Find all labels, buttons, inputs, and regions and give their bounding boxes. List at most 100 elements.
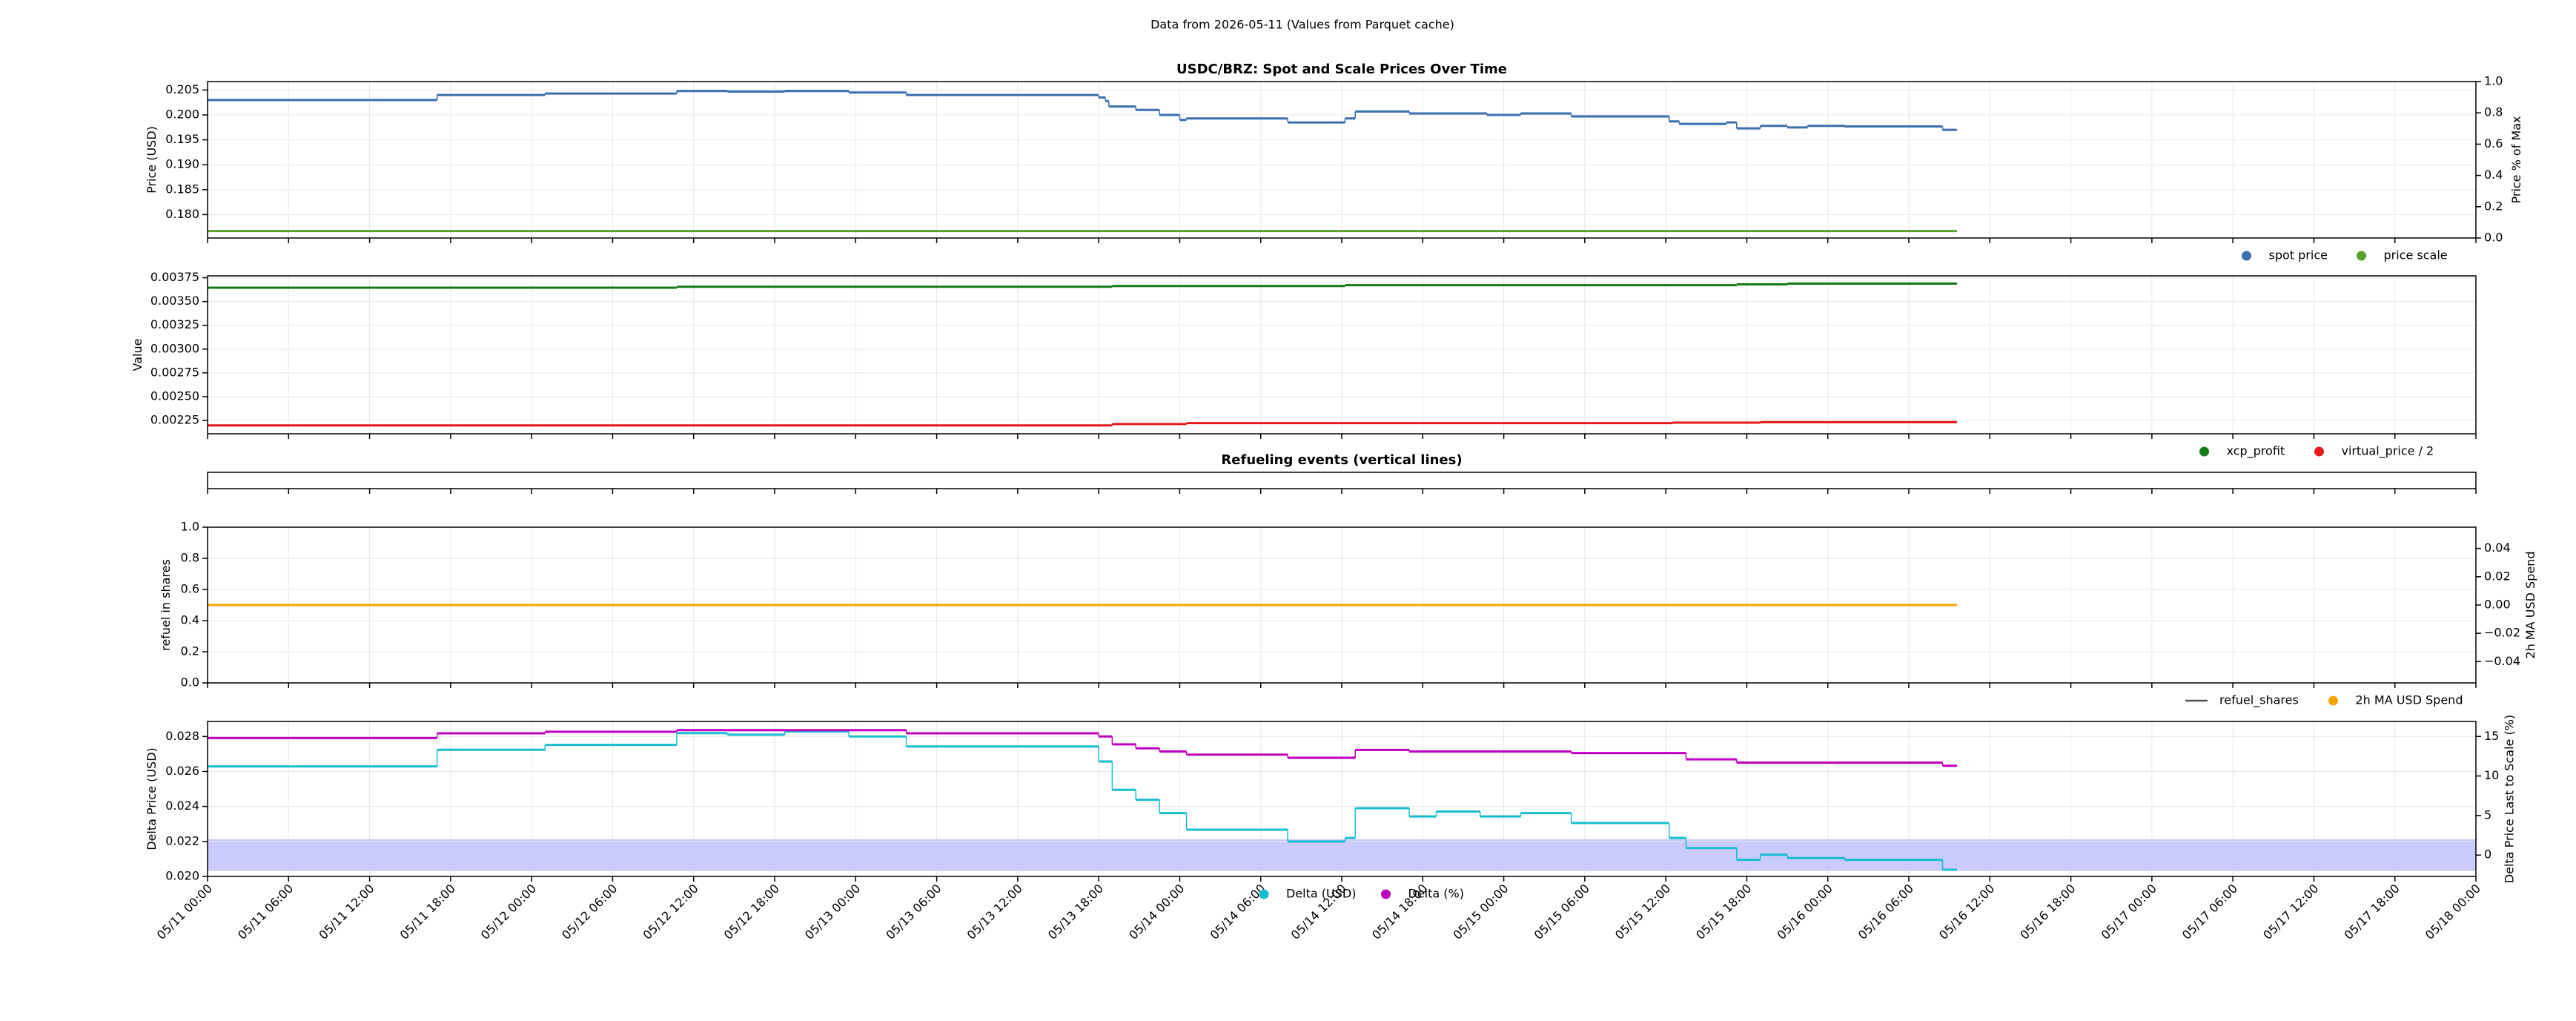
x-tick-label: 05/17 06:00: [2179, 882, 2240, 942]
x-tick-label: 05/16 06:00: [1855, 882, 1916, 942]
x-tick-label: 05/15 18:00: [1693, 882, 1754, 942]
x-tick-label: 05/15 12:00: [1612, 882, 1673, 942]
legend-label: Delta (USD): [1286, 887, 1356, 901]
legend-label: spot price: [2269, 248, 2328, 262]
end-point: [1955, 420, 1958, 423]
legend-label: Delta (%): [1408, 887, 1464, 901]
legend-marker: [2328, 695, 2338, 706]
x-tick-label: 05/12 00:00: [478, 882, 539, 942]
y2-tick-label: 0.02: [2484, 569, 2511, 583]
y-axis-label: refuel in shares: [159, 559, 173, 651]
y-tick-label: 0.2: [181, 644, 199, 658]
y-tick-label: 0.00325: [150, 317, 199, 331]
y-axis-label: Delta Price (USD): [145, 747, 159, 850]
x-tick-label: 05/16 12:00: [1936, 882, 1997, 942]
x-tick-label: 05/16 18:00: [2017, 882, 2078, 942]
y-tick-label: 0.185: [165, 182, 199, 196]
y2-tick-label: 15: [2484, 729, 2499, 743]
x-tick-label: 05/13 12:00: [964, 882, 1025, 942]
axes-frame: [207, 526, 2477, 684]
y2-tick-label: −0.04: [2484, 654, 2520, 668]
y-tick-label: 0.026: [165, 764, 199, 778]
y2-tick-label: 0.04: [2484, 541, 2511, 555]
y2-tick-label: 0.8: [2484, 105, 2503, 119]
x-tick-label: 05/17 00:00: [2099, 882, 2159, 942]
y-tick-label: 0.022: [165, 833, 199, 847]
legend-label: refuel_shares: [2219, 693, 2299, 708]
x-tick-label: 05/17 12:00: [2260, 882, 2321, 942]
y2-axis-label: 2h MA USD Spend: [2523, 552, 2537, 659]
legend-marker: [2314, 446, 2324, 457]
y-tick-label: 0.4: [181, 613, 199, 627]
y-tick-label: 1.0: [181, 520, 199, 534]
y-tick-label: 0.8: [181, 551, 199, 565]
y-tick-label: 0.205: [165, 82, 199, 96]
y-tick-label: 0.020: [165, 869, 199, 883]
y-tick-label: 0.180: [165, 207, 199, 221]
axes-title: USDC/BRZ: Spot and Scale Prices Over Tim…: [1176, 62, 1507, 77]
y2-tick-label: 0.2: [2484, 199, 2503, 213]
x-tick-label: 05/17 18:00: [2341, 882, 2402, 942]
end-point: [1955, 128, 1958, 131]
axes-frame: [207, 472, 2477, 489]
y-tick-label: 0.024: [165, 799, 199, 813]
x-tick-label: 05/12 18:00: [721, 882, 782, 942]
x-tick-label: 05/16 00:00: [1774, 882, 1835, 942]
y2-tick-label: 5: [2484, 807, 2491, 822]
axes-frame: [207, 81, 2477, 239]
x-tick-label: 05/11 00:00: [154, 882, 215, 942]
y2-tick-label: 0.00: [2484, 598, 2511, 612]
legend-marker: [1381, 889, 1391, 899]
x-tick-label: 05/11 12:00: [316, 882, 377, 942]
x-tick-label: 05/18 00:00: [2423, 882, 2483, 942]
y-tick-label: 0.00275: [150, 365, 199, 379]
end-point: [1955, 604, 1958, 607]
axes-title: Refueling events (vertical lines): [1221, 452, 1462, 468]
band: [208, 839, 2476, 871]
x-tick-label: 05/15 06:00: [1532, 882, 1592, 942]
x-tick-label: 05/12 06:00: [559, 882, 620, 942]
end-point: [1955, 282, 1958, 285]
y2-tick-label: 0.4: [2484, 168, 2503, 182]
legend-label: virtual_price / 2: [2342, 444, 2434, 459]
y-tick-label: 0.028: [165, 729, 199, 743]
end-point: [1955, 764, 1958, 767]
y-tick-label: 0.200: [165, 108, 199, 122]
x-tick-label: 05/14 06:00: [1207, 882, 1268, 942]
legend-marker: [1259, 889, 1269, 899]
x-tick-label: 05/13 00:00: [802, 882, 863, 942]
y2-tick-label: 0: [2484, 847, 2491, 862]
y-axis-label: Value: [130, 339, 145, 371]
x-tick-label: 05/13 18:00: [1045, 882, 1106, 942]
axes-frame: [207, 275, 2477, 434]
y2-tick-label: 1.0: [2484, 74, 2503, 88]
legend-label: 2h MA USD Spend: [2356, 693, 2463, 707]
legend-marker: [2242, 251, 2251, 261]
y-tick-label: 0.00250: [150, 389, 199, 403]
y-tick-label: 0.00350: [150, 294, 199, 308]
y2-tick-label: 0.6: [2484, 136, 2503, 151]
y2-tick-label: 0.0: [2484, 231, 2503, 245]
suptitle: Data from 2026-05-11 (Values from Parque…: [1150, 18, 1454, 32]
y-tick-label: 0.6: [181, 582, 199, 596]
x-tick-label: 05/12 12:00: [640, 882, 701, 942]
x-tick-label: 05/11 06:00: [235, 882, 296, 942]
legend-marker: [2357, 251, 2366, 261]
legend-label: price scale: [2384, 248, 2448, 262]
y2-tick-label: 10: [2484, 768, 2499, 782]
y2-axis-label: Price % of Max: [2509, 116, 2523, 204]
x-tick-label: 05/11 18:00: [397, 882, 458, 942]
y-tick-label: 0.190: [165, 157, 199, 171]
y2-tick-label: −0.02: [2484, 626, 2520, 640]
x-tick-label: 05/13 06:00: [883, 882, 944, 942]
legend-marker: [2199, 446, 2209, 457]
y-axis-label: Price (USD): [145, 126, 159, 194]
legend-label: xcp_profit: [2227, 444, 2285, 459]
y-tick-label: 0.0: [181, 675, 199, 690]
end-point: [1955, 230, 1958, 233]
y-tick-label: 0.00300: [150, 341, 199, 355]
x-tick-label: 05/14 00:00: [1126, 882, 1187, 942]
y-tick-label: 0.00375: [150, 270, 199, 284]
axes-frame: [207, 721, 2477, 877]
